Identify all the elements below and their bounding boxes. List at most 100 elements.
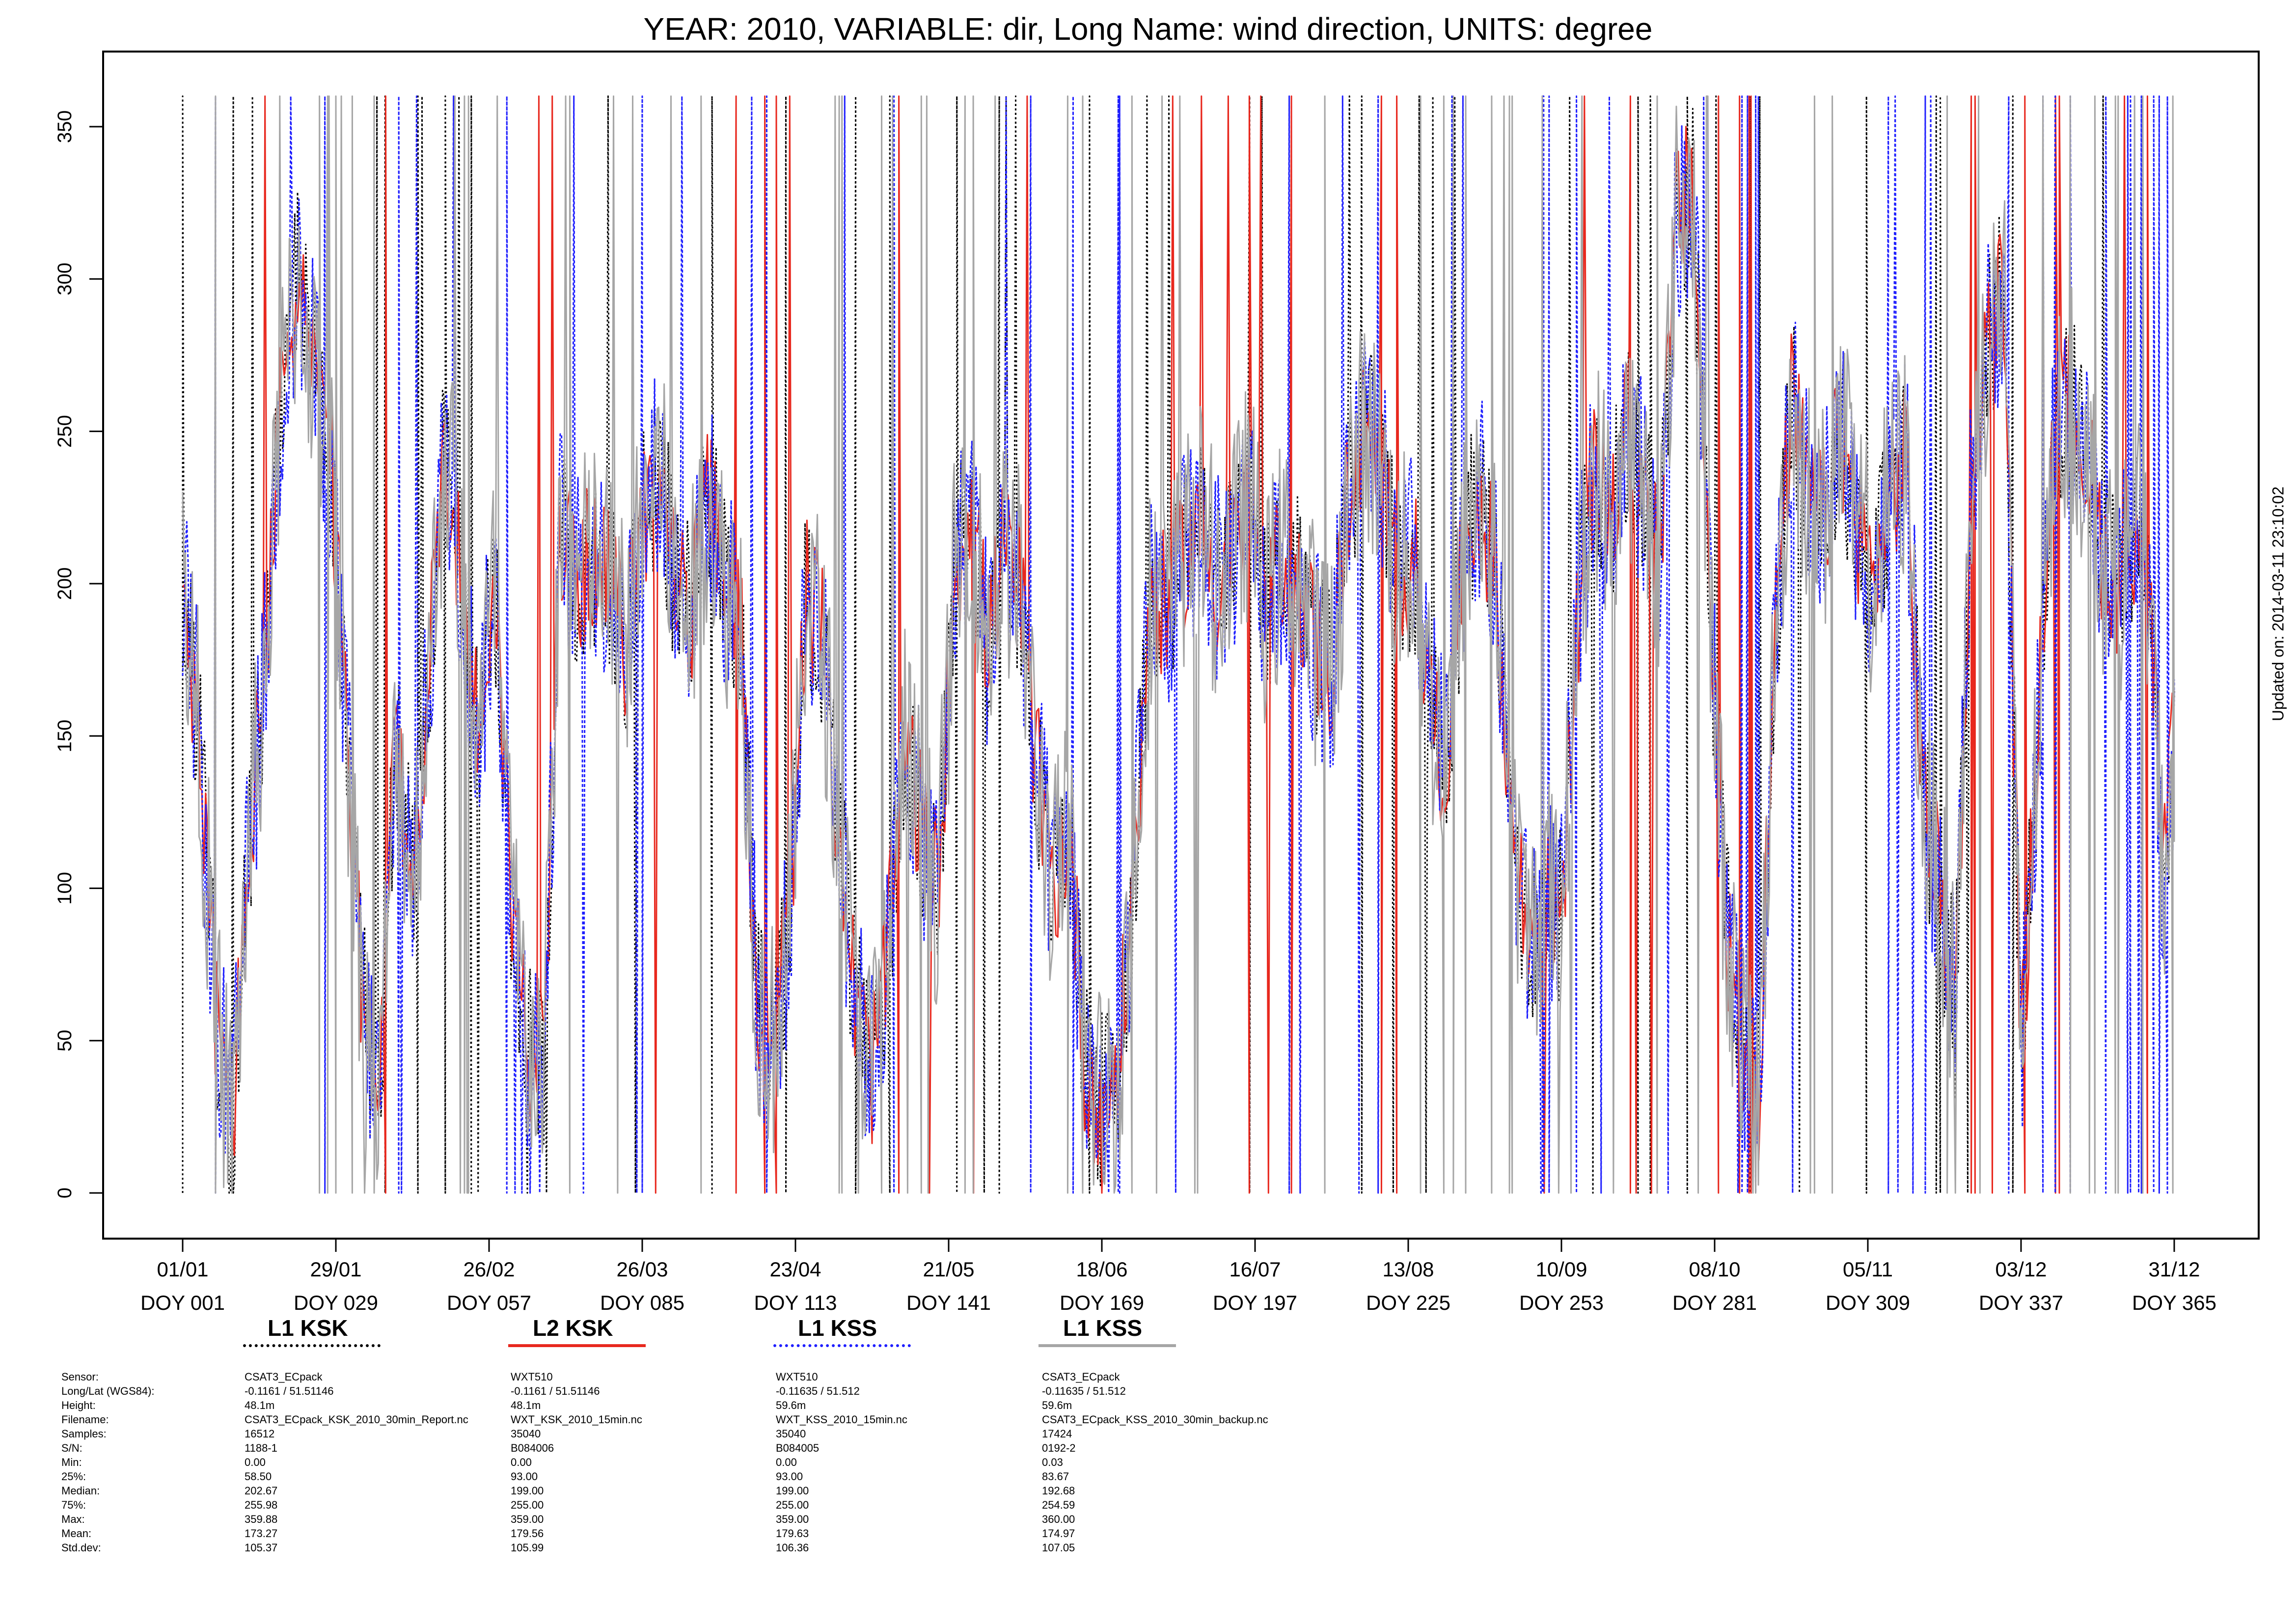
legend-swatch: [243, 1344, 381, 1347]
legend-label: L1 KSK: [268, 1315, 348, 1341]
legend-swatch: [1039, 1344, 1176, 1347]
legend-label: L1 KSS: [798, 1315, 877, 1341]
x-tick-doy-label: DOY 029: [294, 1291, 378, 1314]
stats-value: 360.00: [1042, 1513, 1075, 1525]
stats-value: 179.63: [776, 1527, 809, 1540]
series-line-4: [182, 95, 2175, 1194]
stats-label: Sensor:: [61, 1371, 99, 1383]
stats-label: S/N:: [61, 1442, 82, 1454]
stats-value: CSAT3_ECpack_KSS_2010_30min_backup.nc: [1042, 1413, 1268, 1426]
legend-label: L1 KSS: [1063, 1315, 1143, 1341]
stats-value: B084005: [776, 1442, 820, 1454]
stats-value: 35040: [511, 1428, 541, 1440]
stats-value: WXT510: [776, 1371, 818, 1383]
legend-swatch: [508, 1344, 646, 1347]
series-line-1: [182, 95, 2175, 1194]
stats-value: 199.00: [511, 1485, 544, 1497]
stats-value: 255.00: [776, 1499, 809, 1511]
x-tick-date-label: 13/08: [1382, 1258, 1434, 1281]
stats-value: -0.1161 / 51.51146: [245, 1385, 334, 1397]
stats-value: 255.98: [245, 1499, 278, 1511]
stats-label: 75%:: [61, 1499, 86, 1511]
stats-value: 202.67: [245, 1485, 278, 1497]
stats-value: 93.00: [776, 1470, 803, 1483]
stats-value: 0.00: [776, 1456, 797, 1468]
x-tick-date-label: 03/12: [1995, 1258, 2047, 1281]
stats-value: 106.36: [776, 1542, 809, 1554]
stats-value: 199.00: [776, 1485, 809, 1497]
stats-value: 0.00: [245, 1456, 266, 1468]
stats-value: 359.00: [511, 1513, 544, 1525]
legend-swatch: [773, 1344, 911, 1347]
stats-value: 0.03: [1042, 1456, 1063, 1468]
stats-value: CSAT3_ECpack: [245, 1371, 323, 1383]
stats-label: Long/Lat (WGS84):: [61, 1385, 155, 1397]
x-tick-doy-label: DOY 337: [1979, 1291, 2063, 1314]
stats-value: CSAT3_ECpack: [1042, 1371, 1120, 1383]
stats-label: Max:: [61, 1513, 85, 1525]
x-tick-date-label: 10/09: [1535, 1258, 1587, 1281]
stats-value: 59.6m: [776, 1399, 806, 1411]
stats-value: 93.00: [511, 1470, 538, 1483]
stats-value: WXT510: [511, 1371, 553, 1383]
stats-label: Height:: [61, 1399, 96, 1411]
x-tick-doy-label: DOY 281: [1672, 1291, 1757, 1314]
stats-value: 48.1m: [511, 1399, 541, 1411]
y-tick-label: 250: [54, 415, 76, 448]
y-tick-label: 100: [54, 872, 76, 905]
y-tick-label: 350: [54, 110, 76, 143]
stats-column-1: CSAT3_ECpack -0.1161 / 51.51146 48.1m CS…: [245, 1370, 468, 1555]
y-tick-label: 0: [54, 1188, 76, 1198]
x-tick-doy-label: DOY 113: [754, 1291, 837, 1314]
stats-value: 16512: [245, 1428, 275, 1440]
x-tick-date-label: 01/01: [157, 1258, 208, 1281]
stats-label: Filename:: [61, 1413, 109, 1426]
updated-timestamp: Updated on: 2014-03-11 23:10:02: [2269, 486, 2287, 722]
stats-value: 105.37: [245, 1542, 278, 1554]
stats-value: 254.59: [1042, 1499, 1075, 1511]
stats-label: Mean:: [61, 1527, 92, 1540]
stats-value: 107.05: [1042, 1542, 1075, 1554]
x-tick-date-label: 26/02: [463, 1258, 515, 1281]
x-tick-doy-label: DOY 085: [600, 1291, 684, 1314]
y-tick-label: 50: [54, 1029, 76, 1052]
x-tick-doy-label: DOY 253: [1519, 1291, 1604, 1314]
stats-column-4: CSAT3_ECpack -0.11635 / 51.512 59.6m CSA…: [1042, 1370, 1268, 1555]
stats-value: 1188-1: [245, 1442, 277, 1454]
x-tick-date-label: 18/06: [1076, 1258, 1127, 1281]
x-tick-date-label: 26/03: [616, 1258, 668, 1281]
stats-value: 0192-2: [1042, 1442, 1076, 1454]
stats-label: Samples:: [61, 1428, 107, 1440]
x-tick-doy-label: DOY 001: [140, 1291, 225, 1314]
stats-value: 17424: [1042, 1428, 1072, 1440]
stats-value: 179.56: [511, 1527, 544, 1540]
stats-value: 359.88: [245, 1513, 278, 1525]
y-tick-label: 150: [54, 720, 76, 753]
stats-value: 58.50: [245, 1470, 272, 1483]
axis-layer: 0 50 100 150 200 250 300 350 01/01 DOY 001 29/01 DO…: [54, 110, 2216, 1314]
x-tick-doy-label: DOY 309: [1826, 1291, 1910, 1314]
stats-value: 174.97: [1042, 1527, 1075, 1540]
stats-value: WXT_KSS_2010_15min.nc: [776, 1413, 907, 1426]
x-tick-date-label: 21/05: [923, 1258, 974, 1281]
stats-label: 25%:: [61, 1470, 86, 1483]
stats-value: 48.1m: [245, 1399, 275, 1411]
y-tick-label: 200: [54, 567, 76, 600]
stats-value: 173.27: [245, 1527, 278, 1540]
stats-label: Std.dev:: [61, 1542, 101, 1554]
stats-value: -0.11635 / 51.512: [776, 1385, 860, 1397]
x-tick-doy-label: DOY 141: [906, 1291, 991, 1314]
x-tick-doy-label: DOY 057: [447, 1291, 531, 1314]
x-tick-doy-label: DOY 225: [1366, 1291, 1450, 1314]
x-tick-doy-label: DOY 197: [1213, 1291, 1297, 1314]
x-tick-date-label: 05/11: [1843, 1258, 1893, 1281]
stats-label: Min:: [61, 1456, 82, 1468]
stats-value: CSAT3_ECpack_KSK_2010_30min_Report.nc: [245, 1413, 468, 1426]
legend-label: L2 KSK: [533, 1315, 613, 1341]
x-tick-doy-label: DOY 365: [2132, 1291, 2216, 1314]
stats-value: 83.67: [1042, 1470, 1069, 1483]
stats-row-labels: Sensor: Long/Lat (WGS84): Height: Filena…: [61, 1370, 155, 1555]
stats-value: 59.6m: [1042, 1399, 1072, 1411]
stats-value: 192.68: [1042, 1485, 1075, 1497]
stats-column-3: WXT510 -0.11635 / 51.512 59.6m WXT_KSS_2…: [776, 1370, 907, 1555]
